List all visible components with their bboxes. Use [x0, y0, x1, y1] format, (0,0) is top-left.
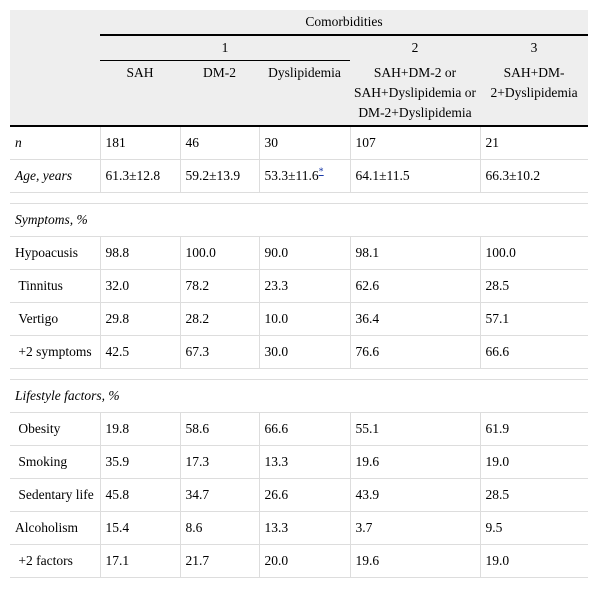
row-label: +2 factors — [10, 544, 100, 578]
spacer-row — [10, 192, 589, 204]
section-title: Lifestyle factors, % — [10, 379, 589, 413]
cell: 64.1±11.5 — [349, 159, 480, 193]
cell: 46 — [179, 125, 259, 160]
subgroup-header: 3 — [480, 35, 589, 61]
column-header: DM-2 — [180, 60, 259, 126]
cell: 21 — [479, 125, 589, 160]
cell: 61.9 — [479, 412, 589, 446]
cell: 26.6 — [258, 478, 350, 512]
row-label: Tinnitus — [10, 269, 100, 303]
cell: 66.6 — [258, 412, 350, 446]
cell: 20.0 — [258, 544, 350, 578]
cell: 23.3 — [258, 269, 350, 303]
table-row: Alcoholism 15.4 8.6 13.3 3.7 9.5 — [10, 511, 589, 545]
cell: 107 — [349, 125, 480, 160]
cell: 35.9 — [99, 445, 180, 479]
column-header: SAH — [100, 60, 180, 126]
cell: 28.5 — [479, 478, 589, 512]
cell: 181 — [99, 125, 180, 160]
cell: 30 — [258, 125, 350, 160]
row-label: n — [10, 125, 100, 160]
row-label: Obesity — [10, 412, 100, 446]
table-row: Obesity 19.8 58.6 66.6 55.1 61.9 — [10, 412, 589, 446]
cell: 66.3±10.2 — [479, 159, 589, 193]
subgroup-header: 2 — [350, 35, 480, 61]
column-header: SAH+DM-2+Dyslipidemia — [480, 60, 589, 126]
cell: 15.4 — [99, 511, 180, 545]
row-label: Sedentary life — [10, 478, 100, 512]
cell: 45.8 — [99, 478, 180, 512]
cell: 30.0 — [258, 335, 350, 369]
table-row: Hypoacusis 98.8 100.0 90.0 98.1 100.0 — [10, 236, 589, 270]
table-row: Smoking 35.9 17.3 13.3 19.6 19.0 — [10, 445, 589, 479]
cell: 34.7 — [179, 478, 259, 512]
cell: 13.3 — [258, 511, 350, 545]
table-row: +2 factors 17.1 21.7 20.0 19.6 19.0 — [10, 544, 589, 578]
table-row: Tinnitus 32.0 78.2 23.3 62.6 28.5 — [10, 269, 589, 303]
section-row: Symptoms, % — [10, 203, 589, 237]
column-header: Dyslipidemia — [259, 60, 350, 126]
section-row: Lifestyle factors, % — [10, 379, 589, 413]
row-label: Age, years — [10, 159, 100, 193]
table-row: +2 symptoms 42.5 67.3 30.0 76.6 66.6 — [10, 335, 589, 369]
section-title: Symptoms, % — [10, 203, 589, 237]
cell: 32.0 — [99, 269, 180, 303]
cell: 36.4 — [349, 302, 480, 336]
cell: 67.3 — [179, 335, 259, 369]
comorbidities-table: Comorbidities 1 2 3 SAH DM-2 Dyslipidemia S… — [10, 10, 589, 578]
table-row: Age, years 61.3±12.8 59.2±13.9 53.3±11.6* 64… — [10, 159, 589, 193]
group-header: Comorbidities — [100, 10, 589, 36]
cell: 76.6 — [349, 335, 480, 369]
spacer-cell — [10, 368, 589, 380]
table-row: n 181 46 30 107 21 — [10, 125, 589, 160]
cell: 100.0 — [179, 236, 259, 270]
cell: 57.1 — [479, 302, 589, 336]
spacer-cell — [10, 192, 589, 204]
cell: 19.6 — [349, 445, 480, 479]
cell: 17.3 — [179, 445, 259, 479]
row-label: +2 symptoms — [10, 335, 100, 369]
cell: 55.1 — [349, 412, 480, 446]
cell: 17.1 — [99, 544, 180, 578]
column-header: SAH+DM-2 or SAH+Dyslipidemia or DM-2+Dys… — [350, 60, 480, 126]
corner-cell — [10, 10, 100, 127]
cell: 10.0 — [258, 302, 350, 336]
row-label: Smoking — [10, 445, 100, 479]
cell: 66.6 — [479, 335, 589, 369]
cell: 43.9 — [349, 478, 480, 512]
cell: 53.3±11.6* — [258, 159, 350, 193]
cell: 61.3±12.8 — [99, 159, 180, 193]
row-label: Alcoholism — [10, 511, 100, 545]
cell: 19.6 — [349, 544, 480, 578]
table-row: Sedentary life 45.8 34.7 26.6 43.9 28.5 — [10, 478, 589, 512]
cell: 13.3 — [258, 445, 350, 479]
cell: 19.8 — [99, 412, 180, 446]
cell: 9.5 — [479, 511, 589, 545]
cell: 29.8 — [99, 302, 180, 336]
cell: 78.2 — [179, 269, 259, 303]
cell: 21.7 — [179, 544, 259, 578]
cell: 100.0 — [479, 236, 589, 270]
cell: 19.0 — [479, 544, 589, 578]
cell: 98.1 — [349, 236, 480, 270]
footnote-mark: * — [318, 166, 324, 177]
subgroup-header: 1 — [100, 35, 350, 61]
cell: 58.6 — [179, 412, 259, 446]
cell: 90.0 — [258, 236, 350, 270]
cell: 42.5 — [99, 335, 180, 369]
cell: 28.5 — [479, 269, 589, 303]
cell: 8.6 — [179, 511, 259, 545]
table-row: Vertigo 29.8 28.2 10.0 36.4 57.1 — [10, 302, 589, 336]
cell: 59.2±13.9 — [179, 159, 259, 193]
cell: 62.6 — [349, 269, 480, 303]
cell: 3.7 — [349, 511, 480, 545]
cell: 19.0 — [479, 445, 589, 479]
cell: 28.2 — [179, 302, 259, 336]
row-label: Hypoacusis — [10, 236, 100, 270]
cell: 98.8 — [99, 236, 180, 270]
spacer-row — [10, 368, 589, 380]
row-label: Vertigo — [10, 302, 100, 336]
